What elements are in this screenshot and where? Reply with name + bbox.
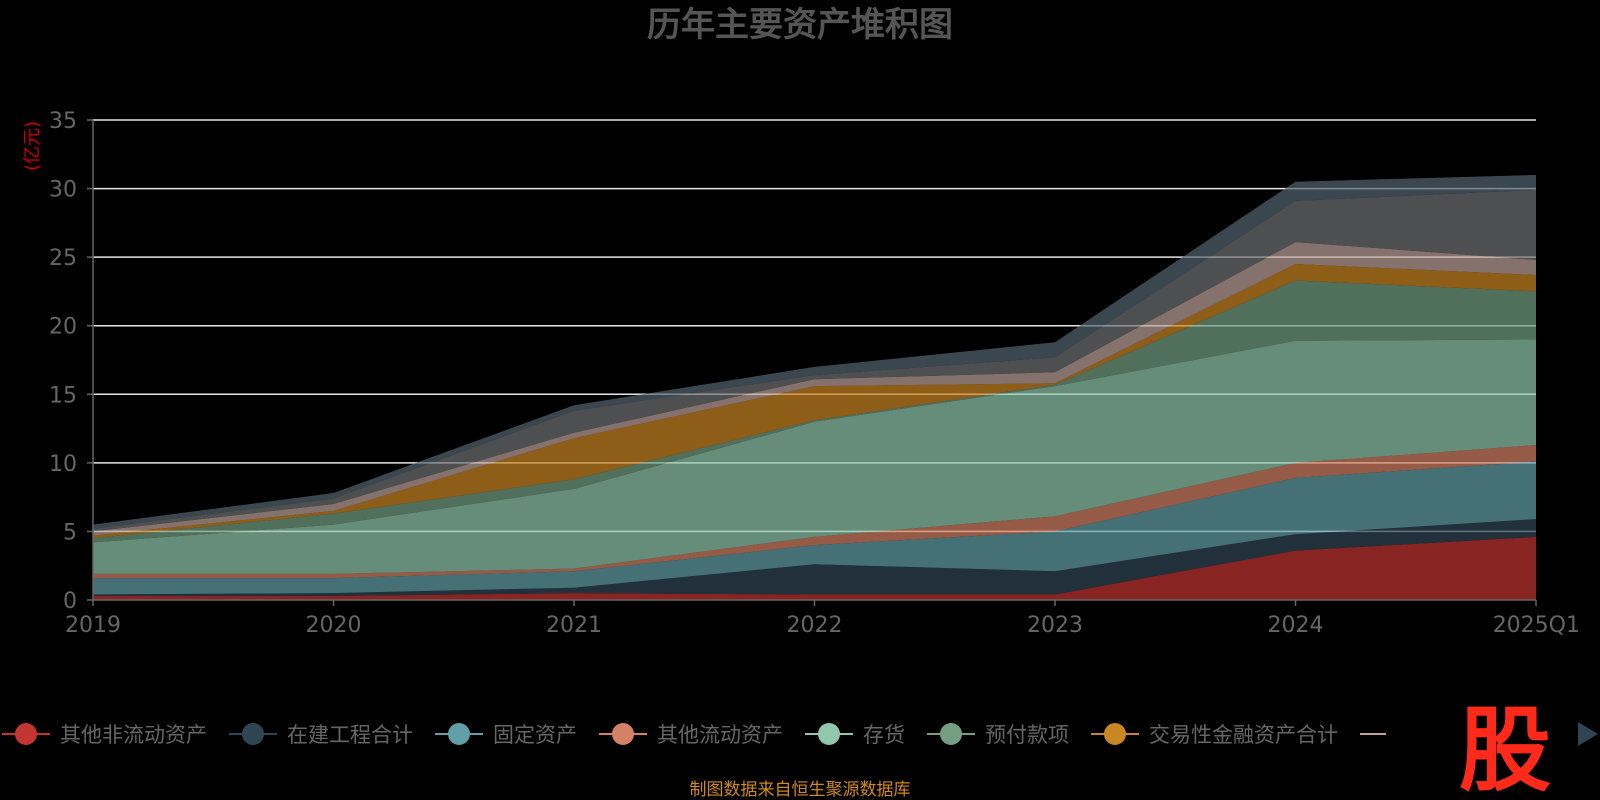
- legend-item[interactable]: 存货: [805, 723, 905, 747]
- area-series-10: [93, 174, 1536, 529]
- legend-next-arrow-icon[interactable]: [1578, 722, 1598, 746]
- legend-label: 预付款项: [985, 723, 1069, 747]
- area-series-3: [93, 461, 1536, 595]
- legend-item[interactable]: 其他非流动资产: [2, 723, 207, 747]
- x-tick-label: 2025Q1: [1493, 613, 1580, 638]
- legend-marker: [940, 723, 962, 745]
- legend-marker: [1104, 723, 1126, 745]
- source-note: 制图数据来自恒生聚源数据库: [690, 780, 911, 800]
- legend-item[interactable]: 在建工程合计: [229, 723, 413, 747]
- legend-label: 存货: [863, 723, 905, 747]
- y-tick-label: 35: [49, 109, 77, 134]
- legend[interactable]: 其他非流动资产 在建工程合计 固定资产 其他流动资产 存货 预付款项 交易性金融资产合计: [2, 723, 1386, 747]
- stacked-areas: [93, 174, 1536, 600]
- y-tick-label: 0: [63, 589, 77, 614]
- legend-label: 交易性金融资产合计: [1149, 723, 1338, 747]
- area-series-6: [93, 280, 1536, 543]
- legend-item[interactable]: 预付款项: [927, 723, 1069, 747]
- x-tick-label: 2021: [546, 613, 602, 638]
- legend-label: 其他流动资产: [657, 723, 783, 747]
- legend-item[interactable]: 固定资产: [435, 723, 577, 747]
- y-tick-label: 10: [49, 452, 77, 477]
- x-tick-label: 2024: [1268, 613, 1324, 638]
- y-tick-label: 30: [49, 178, 77, 203]
- legend-marker: [612, 723, 634, 745]
- x-tick-label: 2023: [1027, 613, 1083, 638]
- y-tick-label: 20: [49, 315, 77, 340]
- legend-marker: [15, 723, 37, 745]
- chart-title: 历年主要资产堆积图: [647, 5, 953, 45]
- area-series-1: [93, 536, 1536, 600]
- y-tick-label: 15: [49, 383, 77, 408]
- y-axis-unit: (亿元): [22, 121, 43, 171]
- legend-item[interactable]: 其他流动资产: [599, 723, 783, 747]
- area-series-2: [93, 519, 1536, 596]
- y-tick-label: 25: [49, 246, 77, 271]
- area-series-4: [93, 445, 1536, 579]
- area-series-7: [93, 264, 1536, 539]
- x-tick-label: 2020: [306, 613, 362, 638]
- area-series-8: [93, 242, 1536, 536]
- legend-marker: [242, 723, 264, 745]
- legend-label: 其他非流动资产: [60, 723, 207, 747]
- area-series-5: [93, 339, 1536, 574]
- legend-label: 在建工程合计: [287, 723, 413, 747]
- legend-label: 固定资产: [493, 723, 577, 747]
- legend-marker: [818, 723, 840, 745]
- area-series-9: [93, 189, 1536, 532]
- x-tick-label: 2022: [787, 613, 843, 638]
- legend-item[interactable]: 交易性金融资产合计: [1091, 723, 1338, 747]
- legend-marker: [448, 723, 470, 745]
- axes: 0 5 10 15 20 25 30 35 2019 2020 2021 2022 2023 2024 20…: [49, 109, 1580, 638]
- brand-logo: 股: [1459, 697, 1551, 800]
- y-tick-label: 5: [63, 520, 77, 545]
- x-tick-label: 2019: [65, 613, 121, 638]
